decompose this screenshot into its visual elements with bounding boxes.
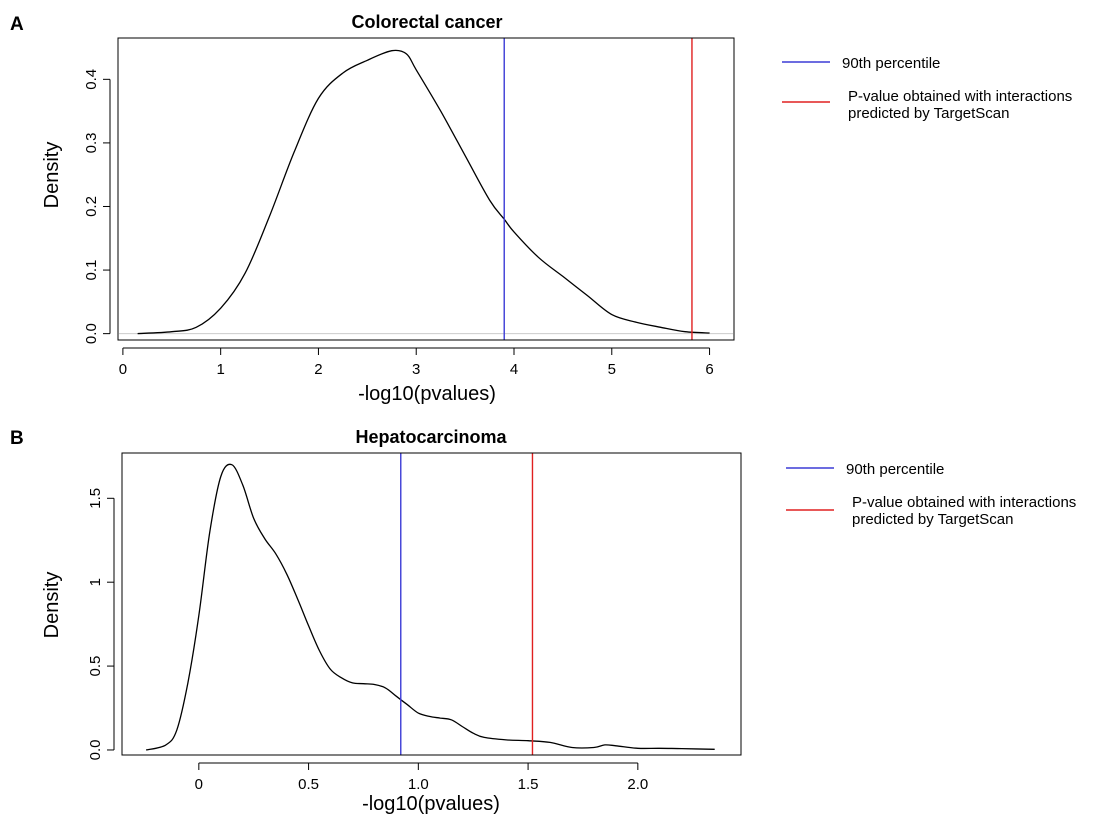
x-tick-label: 0 (195, 776, 203, 793)
legend-entry-label: 90th percentile (842, 55, 940, 72)
y-tick-label: 0.2 (83, 196, 100, 217)
x-tick-label: 4 (510, 361, 518, 378)
density-curve (137, 49, 710, 335)
x-axis: 0 1 2 3 4 5 6 (119, 347, 714, 378)
panel-label: B (10, 428, 24, 449)
plot-frame (121, 452, 742, 756)
density-curve (145, 463, 715, 751)
y-axis-label: Density (41, 142, 63, 209)
plot-frame (117, 37, 735, 341)
y-tick-label: 0.4 (83, 69, 100, 90)
legend: 90th percentile P-value obtained with in… (786, 461, 1076, 528)
legend-entry-label: P-value obtained with interactions (852, 494, 1076, 511)
legend-entry-label: predicted by TargetScan (848, 105, 1010, 122)
x-tick-label: 2.0 (627, 776, 648, 793)
x-tick-label: 1.5 (518, 776, 539, 793)
y-tick-label: 1 (87, 578, 104, 586)
y-axis: 0.0 0.1 0.2 0.3 0.4 (83, 69, 111, 344)
panel-b: B Hepatocarcinoma 0 0.5 1.0 1.5 2.0 0.0 0.5 1 1.… (10, 427, 1076, 815)
legend: 90th percentile P-value obtained with in… (782, 55, 1072, 122)
chart-title: Hepatocarcinoma (355, 427, 507, 447)
x-tick-label: 1.0 (408, 776, 429, 793)
chart-title: Colorectal cancer (351, 12, 502, 32)
x-tick-label: 0 (119, 361, 127, 378)
y-axis: 0.0 0.5 1 1.5 (87, 488, 115, 761)
x-axis: 0 0.5 1.0 1.5 2.0 (195, 762, 648, 793)
panel-label: A (10, 14, 24, 35)
x-axis-label: -log10(pvalues) (358, 383, 496, 405)
x-tick-label: 3 (412, 361, 420, 378)
y-tick-label: 0.5 (87, 656, 104, 677)
y-tick-label: 0.1 (83, 260, 100, 281)
x-axis-label: -log10(pvalues) (362, 793, 500, 815)
legend-entry-label: predicted by TargetScan (852, 511, 1014, 528)
panel-a: A Colorectal cancer 0 1 2 3 4 5 60.00.10.20.30… (10, 12, 1072, 405)
legend-entry-label: 90th percentile (846, 461, 944, 478)
y-tick-label: 0.3 (83, 132, 100, 153)
y-tick-label: 0.0 (87, 740, 104, 761)
x-tick-label: 0.5 (298, 776, 319, 793)
y-tick-label: 0.0 (83, 323, 100, 344)
y-tick-label: 1.5 (87, 488, 104, 509)
x-tick-label: 6 (705, 361, 713, 378)
legend-entry-label: P-value obtained with interactions (848, 88, 1072, 105)
x-tick-label: 2 (314, 361, 322, 378)
x-tick-label: 1 (216, 361, 224, 378)
y-axis-label: Density (41, 572, 63, 639)
x-tick-label: 5 (608, 361, 616, 378)
